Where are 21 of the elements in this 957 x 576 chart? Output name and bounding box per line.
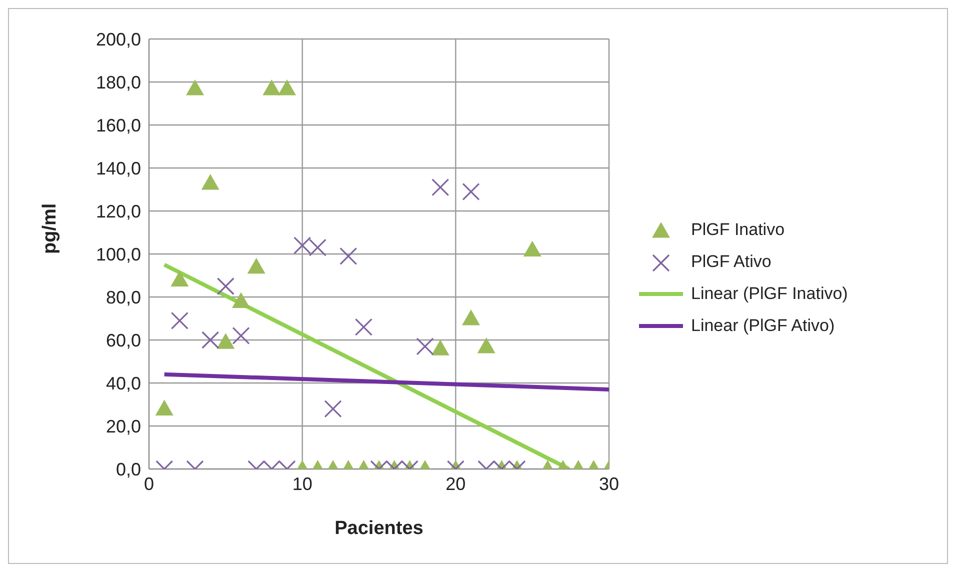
legend-label: Linear (PlGF Ativo) (691, 316, 835, 336)
legend-label: Linear (PlGF Inativo) (691, 284, 848, 304)
y-tick-label: 40,0 (106, 373, 141, 394)
legend-label: PlGF Ativo (691, 252, 772, 272)
y-tick-label: 180,0 (96, 72, 141, 92)
y-tick-label: 0,0 (116, 459, 141, 480)
y-tick-label: 140,0 (96, 158, 141, 178)
y-tick-label: 120,0 (96, 201, 141, 222)
x-tick-label: 30 (598, 474, 620, 494)
y-tick-label: 200,0 (96, 29, 141, 50)
x-axis-title: Pacientes (334, 518, 424, 539)
x-tick-label: 10 (292, 474, 312, 494)
legend-label: PlGF Inativo (691, 220, 785, 240)
y-tick-label: 20,0 (106, 416, 141, 436)
y-tick-label: 80,0 (106, 287, 141, 308)
y-axis-title: pg/ml (40, 203, 61, 254)
y-tick-label: 160,0 (96, 115, 141, 136)
x-tick-label: 20 (446, 474, 466, 494)
y-tick-label: 100,0 (96, 244, 141, 264)
x-tick-label: 0 (144, 474, 154, 494)
y-tick-label: 60,0 (106, 330, 141, 350)
